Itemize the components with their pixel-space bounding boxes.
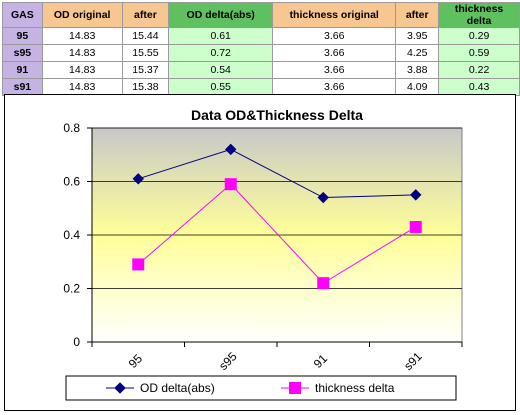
cell-thickness-after: 4.09 bbox=[395, 78, 440, 96]
cell-thickness-delta: 0.22 bbox=[438, 61, 520, 79]
cell-od-after: 15.55 bbox=[121, 44, 170, 62]
y-tick-label: 0.6 bbox=[63, 175, 80, 189]
line-chart: Data OD&Thickness Delta 00.20.40.60.895 s… bbox=[4, 94, 516, 411]
series-line bbox=[137, 183, 417, 284]
cell-od-original: 14.83 bbox=[41, 78, 123, 96]
cell-od-delta: 0.61 bbox=[168, 27, 274, 45]
data-table: GAS OD original after OD delta(abs) thic… bbox=[2, 2, 520, 96]
cell-thickness-original: 3.66 bbox=[272, 78, 397, 96]
table-row: s91 14.83 15.38 0.55 3.66 4.09 0.43 bbox=[2, 78, 520, 96]
cell-od-original: 14.83 bbox=[41, 27, 123, 45]
series-line bbox=[138, 148, 416, 199]
col-header-thickness-original: thickness original bbox=[272, 2, 397, 28]
cell-gas: 91 bbox=[2, 61, 43, 79]
cell-gas: 95 bbox=[2, 27, 43, 45]
cell-od-after: 15.44 bbox=[121, 27, 170, 45]
cell-thickness-after: 3.88 bbox=[395, 61, 440, 79]
cell-thickness-original: 3.66 bbox=[272, 44, 397, 62]
cell-thickness-delta: 0.43 bbox=[438, 78, 520, 96]
cell-thickness-original: 3.66 bbox=[272, 61, 397, 79]
legend-label: OD delta(abs) bbox=[140, 381, 215, 395]
table-row: s95 14.83 15.55 0.72 3.66 4.25 0.59 bbox=[2, 44, 520, 62]
gridlines bbox=[92, 127, 462, 289]
chart-title: Data OD&Thickness Delta bbox=[191, 107, 363, 123]
cell-gas: s91 bbox=[2, 78, 43, 96]
data-point bbox=[132, 258, 145, 271]
cell-thickness-delta: 0.59 bbox=[438, 44, 520, 62]
y-tick-label: 0.8 bbox=[63, 121, 80, 135]
cell-od-after: 15.38 bbox=[121, 78, 170, 96]
col-header-thickness-after: after bbox=[395, 2, 440, 28]
table-row: 95 14.83 15.44 0.61 3.66 3.95 0.29 bbox=[2, 27, 520, 45]
cell-od-delta: 0.72 bbox=[168, 44, 274, 62]
col-header-gas: GAS bbox=[2, 2, 43, 28]
series-layer bbox=[132, 143, 422, 290]
legend: OD delta(abs) thickness delta bbox=[65, 375, 457, 401]
data-point bbox=[224, 178, 237, 191]
cell-thickness-after: 4.25 bbox=[395, 44, 440, 62]
cell-od-delta: 0.55 bbox=[168, 78, 274, 96]
cell-od-original: 14.83 bbox=[41, 61, 123, 79]
col-header-od-delta: OD delta(abs) bbox=[168, 2, 274, 28]
data-point bbox=[409, 220, 422, 233]
legend-label: thickness delta bbox=[315, 381, 395, 395]
y-tick-label: 0.2 bbox=[63, 282, 80, 296]
legend-marker bbox=[289, 382, 301, 394]
y-tick-label: 0 bbox=[73, 335, 80, 349]
data-point bbox=[132, 173, 144, 185]
data-point bbox=[225, 143, 237, 156]
data-point bbox=[317, 191, 329, 204]
y-tick-label: 0.4 bbox=[63, 228, 80, 242]
cell-thickness-after: 3.95 bbox=[395, 27, 440, 45]
cell-thickness-original: 3.66 bbox=[272, 27, 397, 45]
col-header-thickness-delta: thickness delta bbox=[438, 2, 520, 28]
legend-marker bbox=[114, 382, 126, 394]
cell-od-after: 15.37 bbox=[121, 61, 170, 79]
data-point bbox=[410, 189, 422, 201]
cell-od-original: 14.83 bbox=[41, 44, 123, 62]
col-header-od-after: after bbox=[121, 2, 170, 28]
table-row: 91 14.83 15.37 0.54 3.66 3.88 0.22 bbox=[2, 61, 520, 79]
cell-od-delta: 0.54 bbox=[168, 61, 274, 79]
cell-gas: s95 bbox=[2, 44, 43, 62]
data-point bbox=[317, 277, 330, 290]
table-header-row: GAS OD original after OD delta(abs) thic… bbox=[2, 2, 520, 28]
axes bbox=[87, 127, 463, 347]
cell-thickness-delta: 0.29 bbox=[438, 27, 520, 45]
col-header-od-original: OD original bbox=[41, 2, 123, 28]
